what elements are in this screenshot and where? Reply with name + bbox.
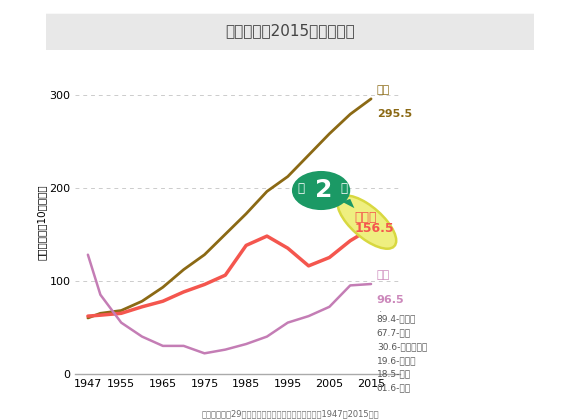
Text: 01.6-結核: 01.6-結核 xyxy=(377,383,411,393)
Text: 2: 2 xyxy=(316,178,333,202)
Text: 位: 位 xyxy=(341,182,348,195)
Text: 30.6-不慮の事故: 30.6-不慮の事故 xyxy=(377,342,427,351)
Text: 資料：「平成29年我が国の人口動態」厚生労働省（1947～2015年）: 資料：「平成29年我が国の人口動態」厚生労働省（1947～2015年） xyxy=(201,409,379,418)
Text: :: : xyxy=(379,308,382,318)
Text: 156.5: 156.5 xyxy=(354,222,394,235)
Text: 67.7-老衰: 67.7-老衰 xyxy=(377,328,411,337)
Text: 肺炎: 肺炎 xyxy=(377,270,390,280)
Y-axis label: 死亡率（人口10万人対）: 死亡率（人口10万人対） xyxy=(37,185,46,260)
Text: 主な死因と2015年の死亡率: 主な死因と2015年の死亡率 xyxy=(225,23,355,38)
FancyBboxPatch shape xyxy=(27,14,553,50)
Text: 18.5-自殺: 18.5-自殺 xyxy=(377,370,411,379)
Text: 心臓病: 心臓病 xyxy=(354,211,377,224)
Ellipse shape xyxy=(292,171,350,210)
Ellipse shape xyxy=(338,196,396,249)
Polygon shape xyxy=(342,199,354,208)
Text: 第: 第 xyxy=(298,182,304,195)
Text: 89.4-脳卒中: 89.4-脳卒中 xyxy=(377,314,416,323)
Text: がん: がん xyxy=(377,85,390,94)
Text: 19.6-腎不全: 19.6-腎不全 xyxy=(377,356,416,365)
Text: 96.5: 96.5 xyxy=(377,294,404,304)
Text: 295.5: 295.5 xyxy=(377,109,412,119)
